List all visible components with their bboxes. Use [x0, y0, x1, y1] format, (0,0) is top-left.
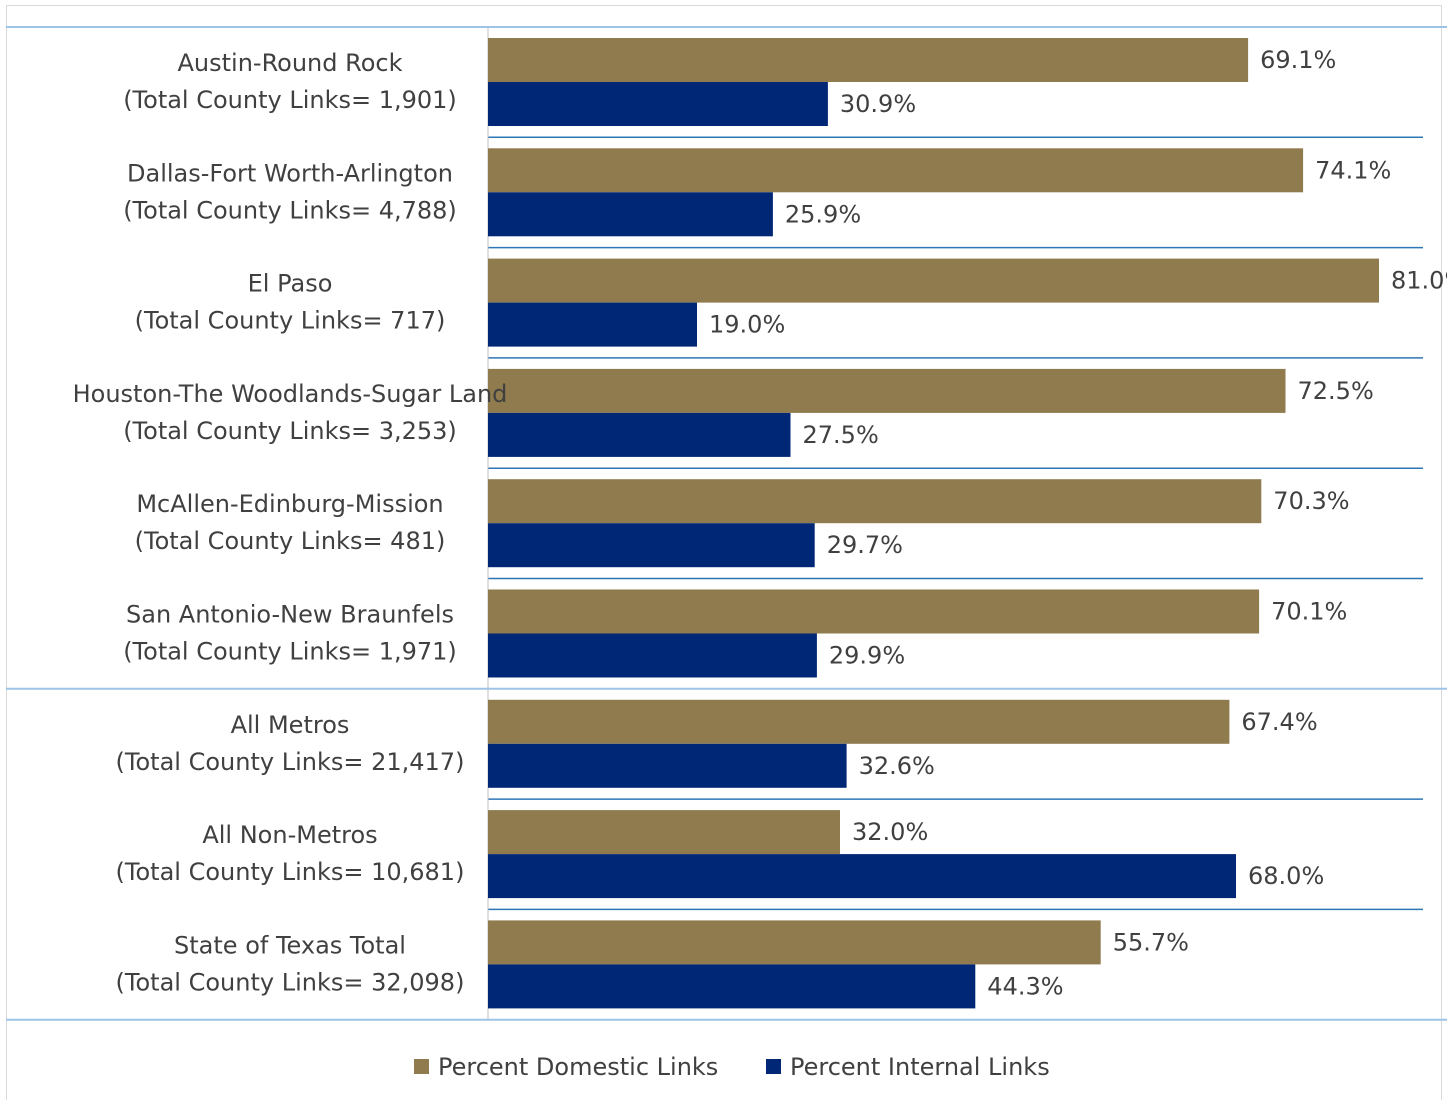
data-label: 55.7%: [1113, 928, 1189, 956]
bar-domestic: [488, 479, 1262, 524]
category-label-name: El Paso: [248, 270, 333, 298]
bar-internal: [488, 964, 976, 1009]
data-label: 68.0%: [1248, 862, 1324, 890]
data-label: 27.5%: [803, 421, 879, 449]
category-label-name: McAllen-Edinburg-Mission: [136, 490, 443, 518]
category-label-links: (Total County Links= 3,253): [123, 417, 457, 445]
bar-internal: [488, 633, 817, 678]
data-label: 19.0%: [709, 311, 785, 339]
bar-internal: [488, 412, 791, 457]
bar-internal: [488, 854, 1236, 899]
category-label-name: Houston-The Woodlands-Sugar Land: [73, 380, 508, 408]
data-label: 67.4%: [1241, 708, 1317, 736]
bar-domestic: [488, 148, 1304, 193]
category-label-name: All Metros: [231, 711, 350, 739]
category-label-links: (Total County Links= 481): [135, 527, 446, 555]
data-label: 70.3%: [1273, 487, 1349, 515]
data-label: 32.6%: [859, 752, 935, 780]
category-label-name: State of Texas Total: [174, 931, 406, 959]
legend-label: Percent Domestic Links: [438, 1053, 718, 1081]
bar-domestic: [488, 810, 840, 855]
bar-internal: [488, 82, 828, 126]
category-label-links: (Total County Links= 21,417): [116, 748, 465, 776]
category-label-name: Dallas-Fort Worth-Arlington: [127, 159, 453, 187]
bar-domestic: [488, 368, 1286, 413]
category-label-links: (Total County Links= 1,971): [123, 638, 457, 666]
category-label-links: (Total County Links= 717): [135, 307, 446, 335]
data-label: 70.1%: [1271, 598, 1347, 626]
bar-domestic: [488, 920, 1101, 965]
bar-domestic: [488, 258, 1379, 303]
data-label: 44.3%: [987, 972, 1063, 1000]
bar-internal: [488, 302, 697, 347]
data-label: 30.9%: [840, 90, 916, 118]
data-label: 81.0%: [1391, 267, 1447, 295]
category-label-links: (Total County Links= 1,901): [123, 86, 457, 114]
bar-domestic: [488, 589, 1260, 634]
data-label: 72.5%: [1298, 377, 1374, 405]
legend-swatch: [414, 1059, 429, 1074]
data-label: 29.7%: [827, 531, 903, 559]
legend-label: Percent Internal Links: [790, 1053, 1050, 1081]
data-label: 69.1%: [1260, 46, 1336, 74]
bar-domestic: [488, 699, 1230, 744]
data-label: 74.1%: [1315, 156, 1391, 184]
category-label-name: All Non-Metros: [202, 821, 377, 849]
bar-domestic: [488, 38, 1249, 82]
category-label-name: San Antonio-New Braunfels: [126, 601, 454, 629]
legend-swatch: [766, 1059, 781, 1074]
data-label: 25.9%: [785, 200, 861, 228]
category-label-links: (Total County Links= 32,098): [116, 968, 465, 996]
chart-border: [6, 5, 1442, 1100]
data-label: 32.0%: [852, 818, 928, 846]
category-label-links: (Total County Links= 4,788): [123, 196, 457, 224]
bar-internal: [488, 192, 773, 237]
data-label: 29.9%: [829, 642, 905, 670]
bar-internal: [488, 743, 847, 788]
category-label-name: Austin-Round Rock: [177, 49, 402, 77]
bar-internal: [488, 523, 815, 568]
category-label-links: (Total County Links= 10,681): [116, 858, 465, 886]
